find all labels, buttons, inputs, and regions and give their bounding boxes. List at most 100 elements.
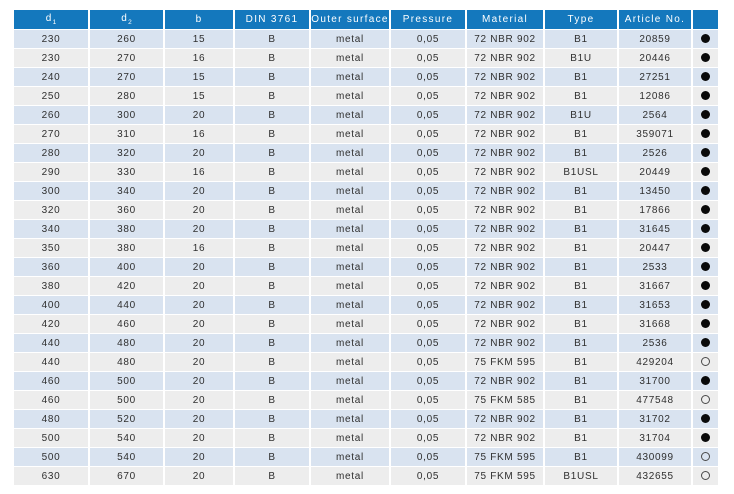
cell-stock-indicator	[693, 220, 718, 238]
table-row: 240 270 15 B metal 0,05 72 NBR 902 B1 27…	[14, 68, 718, 86]
cell-din: B	[235, 277, 309, 295]
filled-circle-icon	[701, 148, 710, 158]
cell-material: 75 FKM 585	[467, 391, 543, 409]
cell-type: B1	[545, 372, 617, 390]
cell-stock-indicator	[693, 372, 718, 390]
cell-din: B	[235, 220, 309, 238]
empty-circle-icon	[701, 471, 710, 481]
cell-din: B	[235, 315, 309, 333]
cell-material: 72 NBR 902	[467, 163, 543, 181]
cell-pressure: 0,05	[391, 391, 465, 409]
cell-din: B	[235, 201, 309, 219]
cell-d1: 230	[14, 30, 88, 48]
cell-type: B1U	[545, 106, 617, 124]
cell-d2: 520	[90, 410, 163, 428]
cell-material: 72 NBR 902	[467, 334, 543, 352]
cell-din: B	[235, 68, 309, 86]
cell-d2: 670	[90, 467, 163, 485]
cell-type: B1	[545, 315, 617, 333]
filled-circle-icon	[701, 281, 710, 291]
cell-din: B	[235, 429, 309, 447]
cell-d1: 320	[14, 201, 88, 219]
cell-b: 20	[165, 353, 233, 371]
cell-pressure: 0,05	[391, 372, 465, 390]
col-header-type: Type	[545, 10, 617, 29]
cell-outer-surface: metal	[311, 429, 389, 447]
cell-stock-indicator	[693, 125, 718, 143]
cell-article-no: 31645	[619, 220, 691, 238]
cell-d1: 350	[14, 239, 88, 257]
cell-article-no: 2536	[619, 334, 691, 352]
cell-stock-indicator	[693, 201, 718, 219]
cell-outer-surface: metal	[311, 315, 389, 333]
table-header: d1 d2 b DIN 3761 Outer surface Pressure …	[14, 10, 718, 29]
cell-din: B	[235, 467, 309, 485]
cell-d2: 340	[90, 182, 163, 200]
cell-pressure: 0,05	[391, 220, 465, 238]
cell-d2: 280	[90, 87, 163, 105]
cell-d1: 240	[14, 68, 88, 86]
cell-pressure: 0,05	[391, 125, 465, 143]
table-row: 360 400 20 B metal 0,05 72 NBR 902 B1 25…	[14, 258, 718, 276]
cell-pressure: 0,05	[391, 30, 465, 48]
cell-type: B1	[545, 144, 617, 162]
cell-d1: 420	[14, 315, 88, 333]
cell-pressure: 0,05	[391, 201, 465, 219]
cell-b: 16	[165, 49, 233, 67]
cell-din: B	[235, 353, 309, 371]
cell-material: 72 NBR 902	[467, 410, 543, 428]
cell-outer-surface: metal	[311, 239, 389, 257]
filled-circle-icon	[701, 129, 710, 139]
cell-material: 72 NBR 902	[467, 372, 543, 390]
cell-article-no: 2533	[619, 258, 691, 276]
cell-type: B1	[545, 239, 617, 257]
cell-type: B1U	[545, 49, 617, 67]
cell-d1: 380	[14, 277, 88, 295]
filled-circle-icon	[701, 224, 710, 234]
cell-d1: 340	[14, 220, 88, 238]
cell-b: 20	[165, 258, 233, 276]
cell-b: 20	[165, 448, 233, 466]
cell-d1: 500	[14, 448, 88, 466]
cell-stock-indicator	[693, 334, 718, 352]
cell-article-no: 31667	[619, 277, 691, 295]
table-row: 460 500 20 B metal 0,05 75 FKM 585 B1 47…	[14, 391, 718, 409]
cell-outer-surface: metal	[311, 258, 389, 276]
cell-material: 72 NBR 902	[467, 220, 543, 238]
cell-article-no: 430099	[619, 448, 691, 466]
table-row: 300 340 20 B metal 0,05 72 NBR 902 B1 13…	[14, 182, 718, 200]
cell-d1: 480	[14, 410, 88, 428]
cell-type: B1	[545, 201, 617, 219]
cell-outer-surface: metal	[311, 353, 389, 371]
cell-pressure: 0,05	[391, 182, 465, 200]
cell-stock-indicator	[693, 49, 718, 67]
cell-b: 15	[165, 87, 233, 105]
cell-pressure: 0,05	[391, 448, 465, 466]
cell-material: 72 NBR 902	[467, 144, 543, 162]
cell-d1: 400	[14, 296, 88, 314]
cell-material: 72 NBR 902	[467, 201, 543, 219]
cell-outer-surface: metal	[311, 201, 389, 219]
cell-din: B	[235, 30, 309, 48]
cell-stock-indicator	[693, 144, 718, 162]
cell-material: 72 NBR 902	[467, 296, 543, 314]
cell-pressure: 0,05	[391, 410, 465, 428]
cell-material: 72 NBR 902	[467, 125, 543, 143]
cell-b: 16	[165, 163, 233, 181]
cell-material: 75 FKM 595	[467, 448, 543, 466]
cell-din: B	[235, 182, 309, 200]
cell-stock-indicator	[693, 239, 718, 257]
col-header-stock	[693, 10, 718, 29]
cell-outer-surface: metal	[311, 49, 389, 67]
filled-circle-icon	[701, 110, 710, 120]
cell-b: 15	[165, 68, 233, 86]
col-header-b: b	[165, 10, 233, 29]
cell-pressure: 0,05	[391, 49, 465, 67]
table-row: 460 500 20 B metal 0,05 72 NBR 902 B1 31…	[14, 372, 718, 390]
cell-stock-indicator	[693, 448, 718, 466]
table-row: 350 380 16 B metal 0,05 72 NBR 902 B1 20…	[14, 239, 718, 257]
cell-d1: 300	[14, 182, 88, 200]
cell-type: B1	[545, 429, 617, 447]
table-row: 230 260 15 B metal 0,05 72 NBR 902 B1 20…	[14, 30, 718, 48]
filled-circle-icon	[701, 338, 710, 348]
